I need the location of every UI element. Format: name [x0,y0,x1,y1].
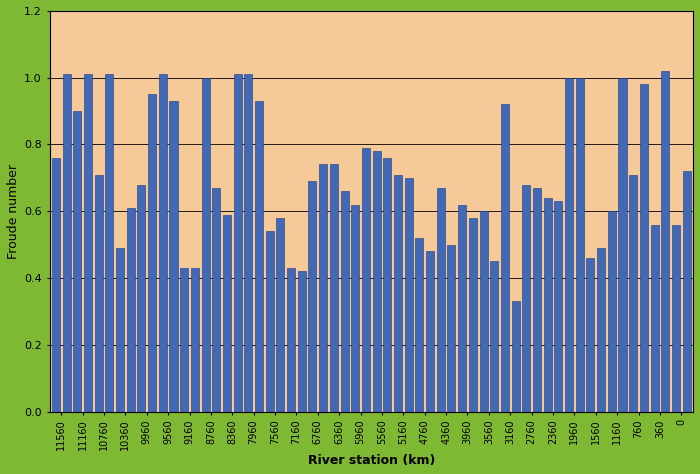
Bar [682,171,691,411]
Bar [672,225,680,411]
Bar [106,74,113,411]
Bar [619,78,626,411]
Bar [94,174,103,411]
Bar [522,184,531,411]
Bar [255,101,263,411]
Bar [191,268,199,411]
Bar [415,238,424,411]
Bar [52,158,60,411]
Bar [512,301,519,411]
Bar [490,261,498,411]
Bar [554,201,562,411]
Bar [544,198,552,411]
Bar [372,151,381,411]
Bar [351,205,359,411]
Bar [437,188,444,411]
Bar [501,104,509,411]
Bar [159,74,167,411]
Bar [137,184,146,411]
Bar [394,174,402,411]
Bar [426,251,434,411]
Bar [266,231,274,411]
Bar [565,78,573,411]
Bar [202,78,209,411]
Bar [223,215,231,411]
Bar [84,74,92,411]
Bar [640,84,648,411]
Bar [405,178,413,411]
Bar [169,101,178,411]
Y-axis label: Froude number: Froude number [7,164,20,259]
Bar [458,205,466,411]
Bar [287,268,295,411]
Bar [608,211,616,411]
Bar [180,268,188,411]
Bar [276,218,284,411]
X-axis label: River station (km): River station (km) [307,454,435,467]
Bar [575,78,584,411]
Bar [148,94,156,411]
Bar [662,71,669,411]
Bar [629,174,637,411]
Bar [62,74,71,411]
Bar [127,208,135,411]
Bar [298,271,306,411]
Bar [447,245,456,411]
Bar [234,74,241,411]
Bar [116,248,124,411]
Bar [587,258,594,411]
Bar [74,111,81,411]
Bar [533,188,541,411]
Bar [469,218,477,411]
Bar [244,74,252,411]
Bar [212,188,220,411]
Bar [480,211,487,411]
Bar [384,158,391,411]
Bar [362,148,370,411]
Bar [597,248,605,411]
Bar [340,191,349,411]
Bar [319,164,327,411]
Bar [330,164,338,411]
Bar [309,181,316,411]
Bar [650,225,659,411]
